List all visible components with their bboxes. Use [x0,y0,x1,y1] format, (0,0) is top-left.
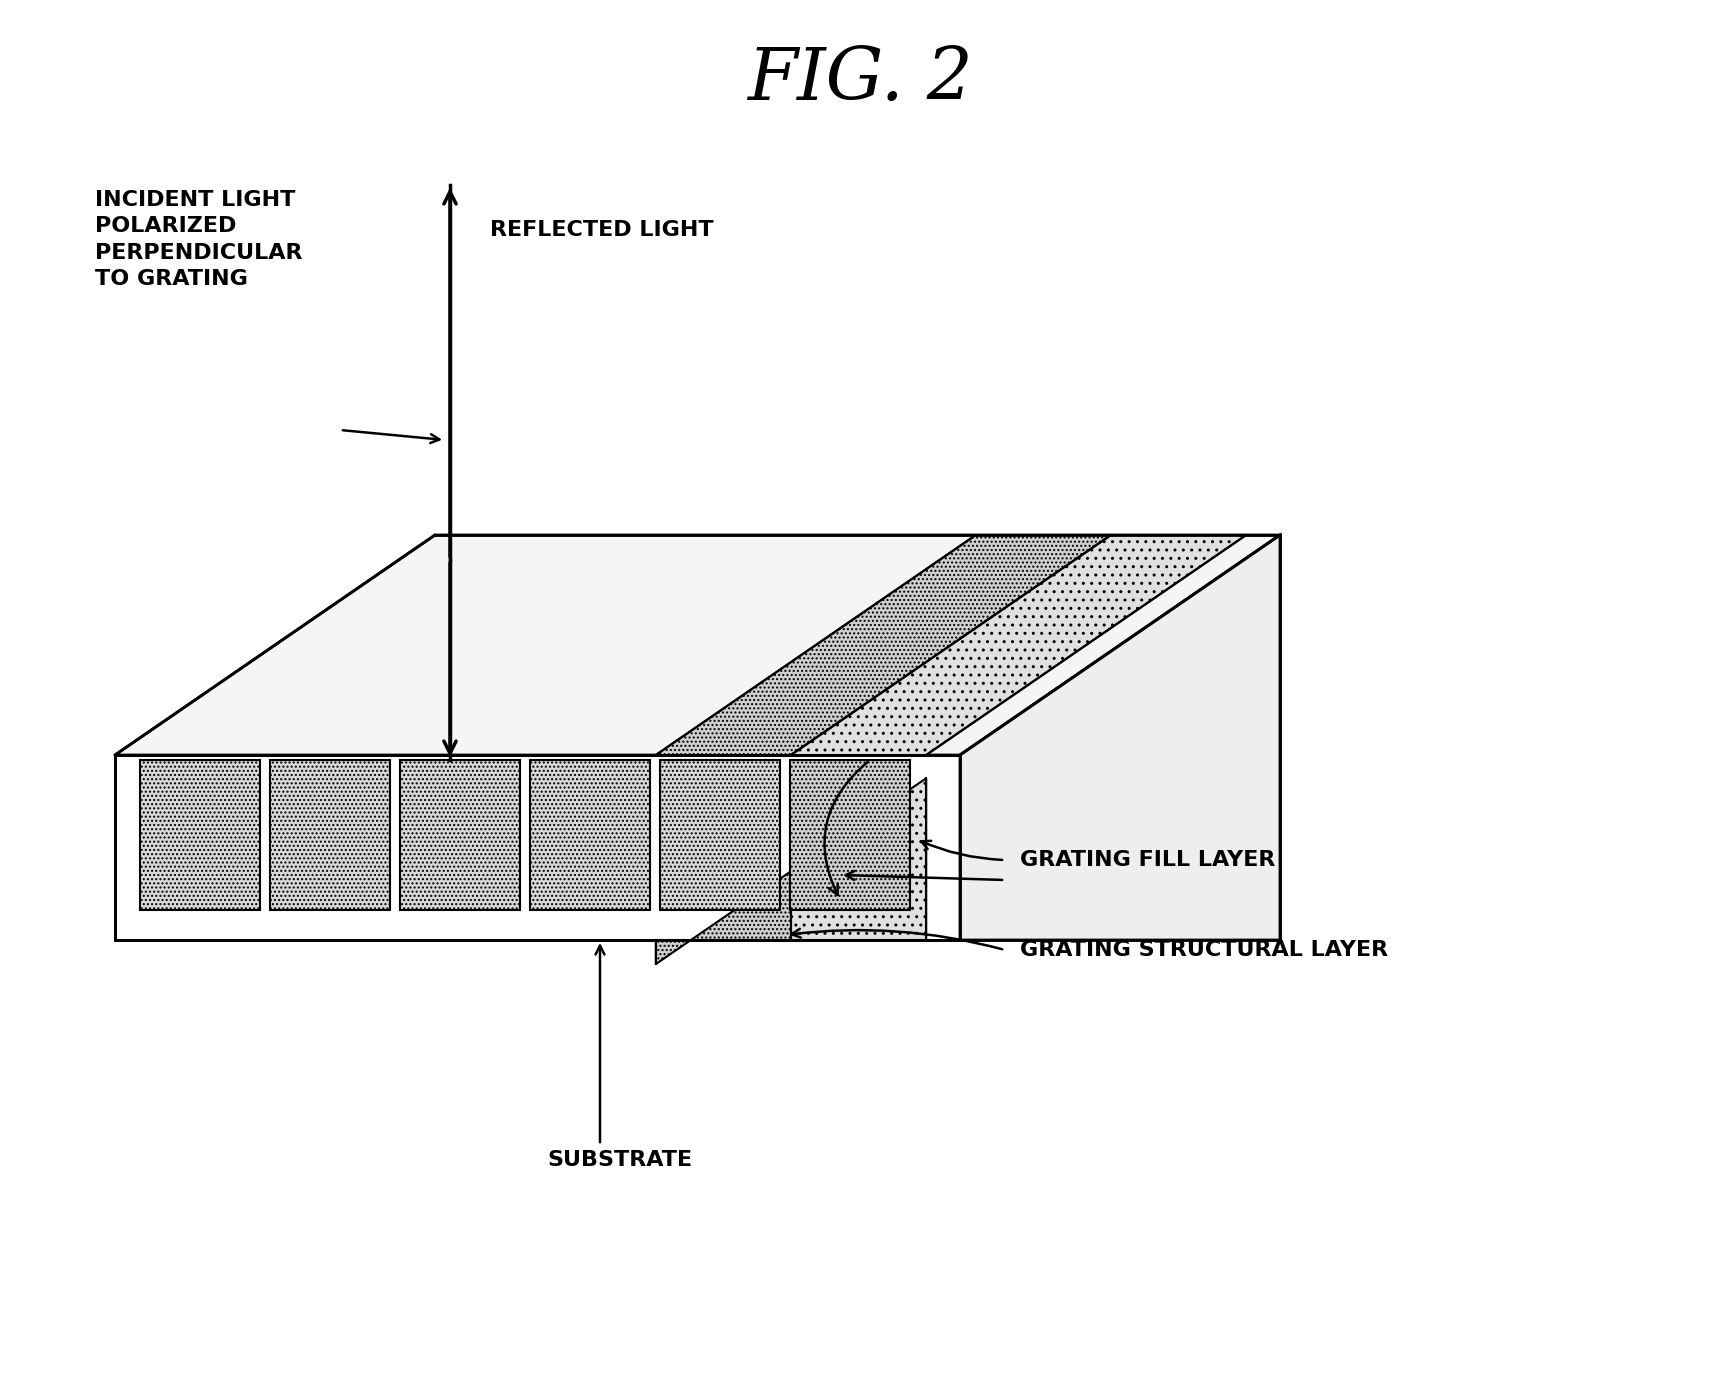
Text: GRATING FILL LAYER: GRATING FILL LAYER [1021,849,1275,870]
Text: GRATING STRUCTURAL LAYER: GRATING STRUCTURAL LAYER [1021,940,1389,960]
Polygon shape [656,535,1112,754]
Text: FIG. 2: FIG. 2 [747,45,972,116]
Polygon shape [656,872,792,964]
Polygon shape [659,760,780,909]
Polygon shape [115,535,1280,754]
Text: INCIDENT LIGHT
POLARIZED
PERPENDICULAR
TO GRATING: INCIDENT LIGHT POLARIZED PERPENDICULAR T… [95,190,303,289]
Polygon shape [139,760,260,909]
Polygon shape [960,535,1280,940]
Polygon shape [115,754,960,940]
Polygon shape [792,535,1246,754]
Polygon shape [399,760,520,909]
Polygon shape [792,778,926,940]
Polygon shape [530,760,651,909]
Polygon shape [270,760,391,909]
Polygon shape [790,760,910,909]
Text: SUBSTRATE: SUBSTRATE [547,1150,692,1171]
Text: REFLECTED LIGHT: REFLECTED LIGHT [490,219,714,240]
